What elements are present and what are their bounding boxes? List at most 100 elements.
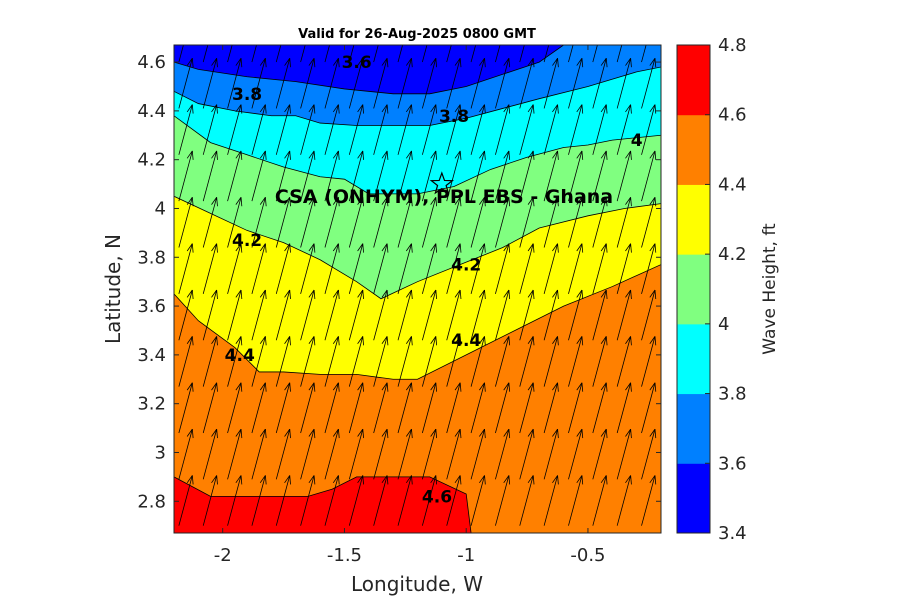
colorbar-frame [676,44,711,534]
colorbar-label: Wave Height, ft [760,223,780,355]
wave-arrow [543,57,559,109]
wave-arrow [519,104,535,155]
wave-arrow [495,475,511,526]
wave-arrow [470,243,486,294]
wave-arrow [519,150,535,202]
wave-arrow [592,57,608,109]
colorbar-swatch [677,45,710,116]
wave-arrow [446,336,462,387]
colorbar: 3.4 3.6 3.8 4 4.2 4.4 4.6 4.8 [676,35,747,544]
wave-arrow [519,45,525,63]
wave-arrow [324,57,340,109]
wave-arrow [324,197,340,248]
wave-arrow [592,197,608,248]
x-tick-label: -0.5 [570,545,605,566]
band-above-4.6 [174,476,472,533]
wave-arrow [519,243,535,294]
wave-arrow [519,289,535,341]
contour-line-4.6 [174,476,472,533]
colorbar-tick-label: 3.4 [718,523,747,544]
wave-arrow [227,336,243,387]
wave-arrow [519,57,535,109]
wave-arrow [543,336,559,387]
chart-title: Valid for 26-Aug-2025 0800 GMT [298,27,536,42]
wave-arrow [568,45,574,63]
contour-label: 3.6 [342,53,372,73]
y-tick-label: 2.8 [137,491,166,512]
wave-arrow [275,336,291,387]
contour-lines [174,45,661,533]
colorbar-swatch [677,184,710,255]
wave-arrow [495,289,511,341]
contour-label: 4.2 [451,256,481,276]
wave-arrow [275,243,291,294]
colorbar-swatch [677,463,710,534]
wave-arrow [251,57,267,109]
wave-arrow [348,150,364,202]
wave-arrow [300,289,316,341]
colorbar-swatch [677,254,710,325]
wave-arrow [421,289,438,341]
wave-arrow [592,475,608,526]
wave-arrow [324,336,340,387]
plot-frame [173,44,662,534]
wave-arrow [446,150,462,202]
wave-arrow [178,45,184,63]
wave-arrow [421,336,438,387]
contour-label: 3.8 [232,85,262,105]
wave-arrow [543,382,559,434]
wave-arrow [470,289,486,341]
wave-arrow [592,104,608,155]
wave-arrow [446,289,462,341]
wave-arrow [251,45,257,63]
colorbar-tick-label: 4.8 [718,35,747,56]
wave-arrow [421,104,438,155]
wave-arrow [616,57,632,109]
wave-arrow [324,45,330,63]
wave-arrow [421,150,438,202]
wave-arrow [251,428,267,480]
contour-label: 4.6 [422,487,452,507]
wave-arrow [495,336,511,387]
wave-arrow [446,104,462,155]
wave-arrow [178,104,194,155]
wave-arrow [227,57,243,109]
wave-arrow [227,104,243,155]
wave-arrow [324,243,340,294]
wave-arrow [202,104,218,155]
wave-arrow [227,45,233,63]
wave-arrow [616,289,632,341]
wave-arrow [421,382,438,434]
wave-arrow [348,104,364,155]
wave-arrow [300,243,316,294]
wave-arrow [397,428,413,480]
wave-arrow [324,104,340,155]
wave-arrow [495,382,511,434]
wave-arrow [178,336,194,387]
wave-arrow [446,45,452,63]
wave-arrow [495,104,511,155]
wave-arrow [324,428,340,480]
wave-arrow [592,45,598,63]
wave-arrow [251,336,267,387]
wave-arrow [178,57,194,109]
wave-arrow [348,336,364,387]
y-axis: 2.8 3 3.2 3.4 3.6 3.8 4 4.2 4.4 4.6 [137,52,661,512]
wave-arrow [202,150,218,202]
wave-arrow [495,428,511,480]
colorbar-tick-label: 4.4 [718,174,747,195]
wave-arrow [275,57,291,109]
wave-arrow [519,475,535,526]
wave-arrow [641,57,657,109]
wave-arrow [178,428,194,480]
wave-direction-arrows [178,45,657,526]
wave-arrow [421,197,438,248]
wave-arrow [616,45,623,63]
colorbar-tick-label: 3.8 [718,384,747,405]
wave-arrow [543,150,559,202]
contour-line-4.4 [174,264,661,380]
wave-arrow [227,197,243,248]
wave-arrow [641,289,657,341]
wave-arrow [470,336,486,387]
